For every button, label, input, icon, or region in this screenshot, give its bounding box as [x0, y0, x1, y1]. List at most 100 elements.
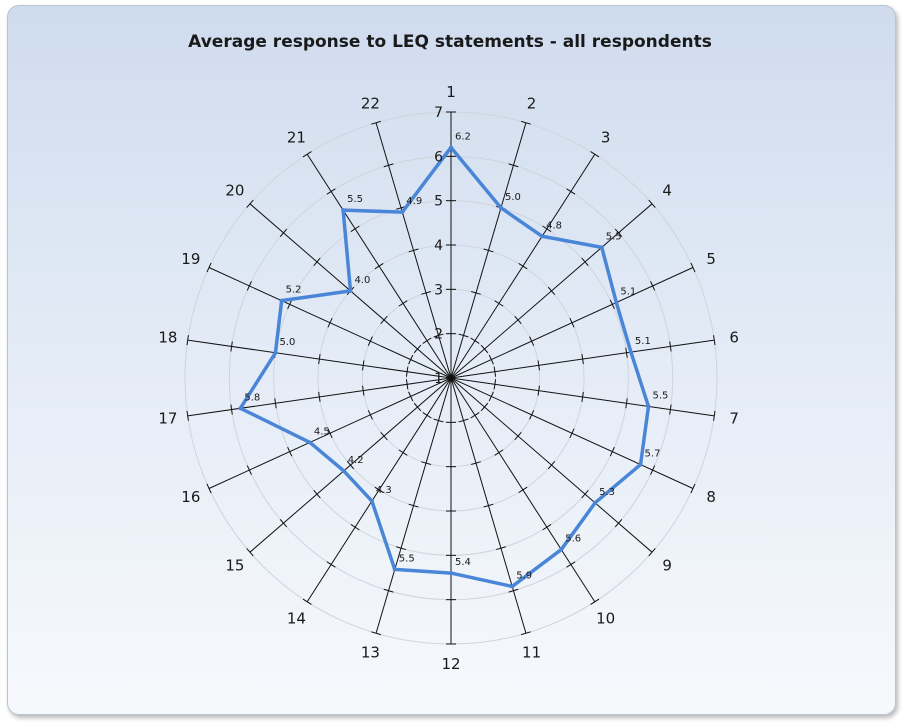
axis-tick [313, 257, 321, 266]
data-point [238, 406, 243, 411]
category-label: 17 [158, 410, 177, 428]
data-point [614, 300, 619, 305]
data-label: 5.0 [279, 337, 295, 348]
axis-tick [514, 431, 522, 441]
data-point [279, 298, 284, 303]
data-point [540, 234, 545, 239]
axis-tick [362, 385, 365, 396]
data-point [593, 500, 598, 505]
axis-tick [493, 366, 497, 377]
data-label: 5.7 [645, 449, 661, 460]
axis-tick [569, 428, 575, 439]
axis-tick [274, 398, 277, 409]
axis-tick [581, 490, 589, 499]
axis-tick [371, 631, 382, 636]
axis-tick [483, 503, 494, 508]
axis-tick [206, 262, 212, 273]
series-layer [238, 145, 651, 589]
axis-tick [518, 486, 528, 494]
chart-title: Average response to LEQ statements - all… [188, 32, 712, 52]
axis-tick [421, 461, 431, 465]
axis-tick [371, 120, 382, 125]
axis-tick [327, 317, 333, 328]
category-label: 2 [527, 95, 537, 113]
category-label: 21 [287, 128, 306, 146]
data-point [638, 462, 643, 467]
data-point [341, 468, 346, 473]
data-point [307, 440, 312, 445]
axis-tick [471, 291, 481, 295]
data-label: 6.2 [455, 131, 471, 142]
axis-tick [520, 120, 531, 125]
axis-tick [494, 300, 504, 307]
data-point [498, 205, 503, 210]
data-label: 4.2 [348, 455, 364, 466]
category-label: 11 [522, 643, 541, 661]
axis-tick [350, 524, 360, 531]
data-point [628, 350, 633, 355]
data-label: 4.3 [376, 485, 392, 496]
axis-tick [279, 228, 288, 237]
axis-tick [470, 337, 480, 344]
data-point [348, 288, 353, 293]
spoke-layer [186, 111, 716, 645]
data-label: 5.0 [505, 192, 521, 203]
axis-tick [396, 546, 406, 551]
axis-tick [625, 398, 628, 409]
category-label: 6 [729, 328, 739, 346]
category-label: 18 [158, 328, 177, 346]
axis-tick [433, 418, 444, 423]
data-label: 4.5 [314, 426, 330, 437]
axis-tick [566, 561, 576, 568]
axis-tick [380, 315, 388, 325]
axis-tick [246, 199, 254, 208]
data-label: 4.8 [546, 220, 562, 231]
category-label: 5 [706, 250, 716, 268]
data-label: 5.5 [399, 553, 415, 564]
category-label: 16 [181, 488, 200, 506]
data-label: 5.8 [244, 392, 260, 403]
axis-tick [413, 344, 422, 354]
axis-tick [367, 336, 373, 346]
axis-tick [614, 519, 623, 528]
category-label: 7 [729, 410, 739, 428]
axis-tick [383, 163, 394, 168]
axis-tick [508, 588, 519, 593]
data-label: 5.5 [652, 390, 668, 401]
axis-tick [246, 548, 254, 557]
axis-tick [405, 379, 409, 390]
category-label: 9 [662, 556, 672, 574]
axis-tick [493, 379, 497, 390]
axis-tick [650, 465, 656, 475]
axis-tick [470, 412, 480, 419]
category-label: 10 [596, 610, 615, 628]
category-label: 3 [601, 128, 611, 146]
axis-tick [287, 446, 293, 457]
axis-tick [186, 410, 189, 421]
category-label: 22 [361, 95, 380, 113]
axis-tick [537, 360, 540, 371]
axis-tick [383, 588, 394, 593]
axis-tick [488, 391, 494, 402]
data-label: 5.1 [635, 336, 651, 347]
category-label: 4 [662, 182, 672, 200]
data-point [341, 208, 346, 213]
axis-tick [326, 561, 336, 568]
axis-tick [398, 449, 408, 456]
data-label: 5.1 [620, 286, 636, 297]
axis-tick [648, 548, 656, 557]
axis-tick [408, 391, 414, 402]
data-label: 5.5 [347, 194, 363, 205]
data-label: 5.5 [606, 231, 622, 242]
axis-tick [542, 225, 552, 232]
radial-tick-label: 2 [434, 327, 443, 343]
axis-tick [422, 412, 432, 419]
axis-tick [279, 519, 288, 528]
axis-tick [246, 465, 252, 475]
data-label: 4.0 [354, 275, 370, 286]
axis-tick [669, 404, 672, 415]
axis-tick [302, 151, 312, 158]
data-point [400, 210, 405, 215]
axis-tick [287, 299, 293, 310]
